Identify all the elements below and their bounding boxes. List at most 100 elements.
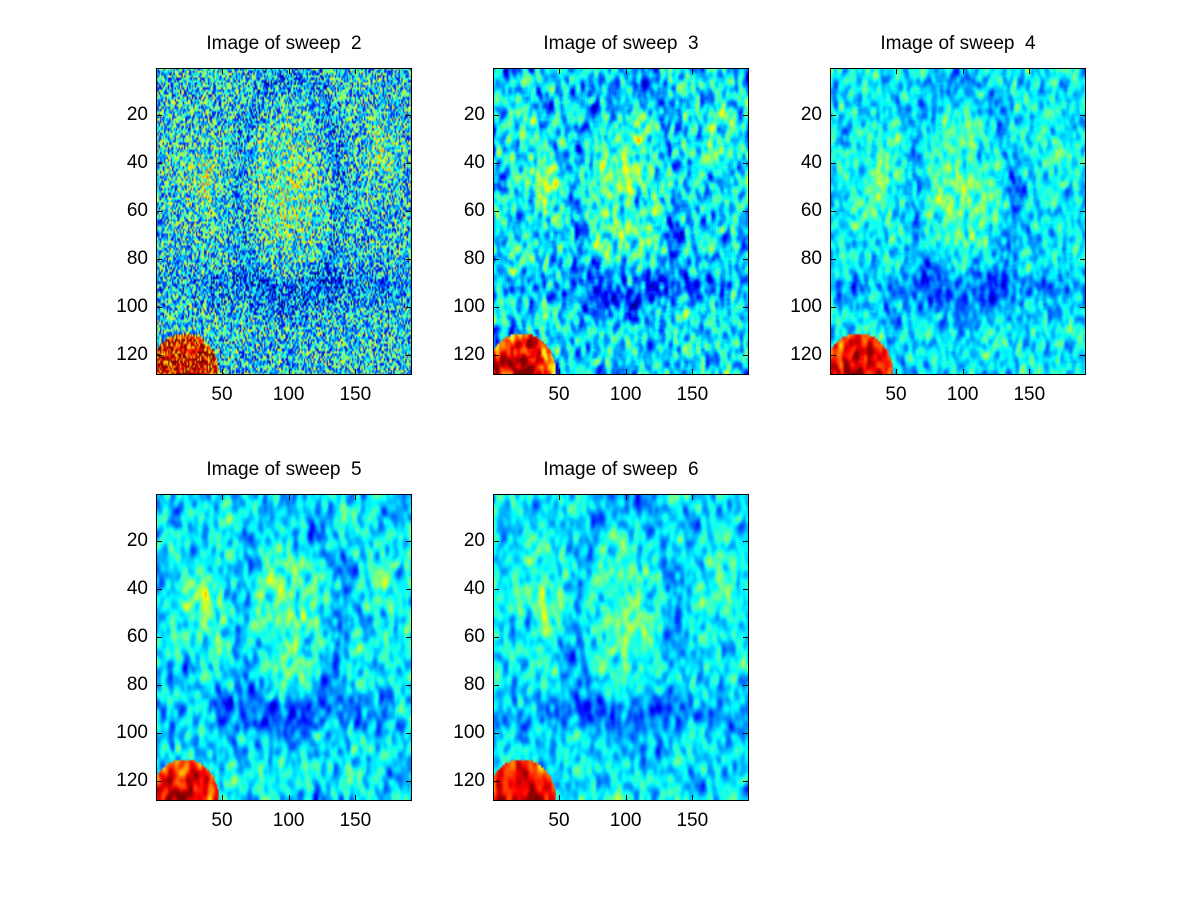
y-tick-label: 120 [116, 769, 148, 791]
y-tick-mark [157, 684, 162, 686]
y-tick-mark [157, 258, 162, 260]
y-tick-mark [494, 162, 499, 164]
y-tick-label: 20 [463, 103, 485, 125]
y-tick-mark [743, 780, 748, 782]
y-tick-mark [406, 540, 411, 542]
y-tick-label: 120 [116, 343, 148, 365]
y-tick-mark [406, 114, 411, 116]
x-tick-label: 50 [885, 384, 907, 405]
subplot-sweep-3: Image of sweep 3 20 40 60 80 100 120 50 100 150 [453, 33, 749, 405]
x-tick-label: 100 [946, 384, 979, 405]
x-tick-mark [559, 795, 560, 800]
y-tick-mark [1080, 114, 1085, 116]
x-tick-label: 150 [1013, 384, 1046, 405]
x-tick-mark [625, 69, 627, 74]
x-tick-mark [559, 369, 560, 374]
y-tick-label: 100 [116, 295, 148, 317]
heatmap-image [493, 494, 749, 801]
x-tick-label: 150 [676, 810, 709, 831]
subplot-title: Image of sweep 2 [206, 33, 362, 54]
axes-frame [830, 68, 1086, 375]
y-tick-label: 120 [453, 769, 485, 791]
y-tick-mark [406, 306, 411, 308]
subplot-title: Image of sweep 5 [206, 459, 362, 480]
y-tick-mark [406, 354, 411, 356]
y-tick-mark [831, 306, 836, 308]
y-tick-label: 100 [453, 295, 485, 317]
y-tick-mark [406, 162, 411, 164]
x-tick-mark [692, 495, 694, 500]
axes-frame [156, 68, 412, 375]
plot-area [156, 494, 412, 801]
plot-area [156, 68, 412, 375]
y-tick-mark [157, 636, 162, 638]
y-tick-mark [1080, 258, 1085, 260]
x-tick-label: 50 [548, 384, 570, 405]
x-tick-mark [355, 69, 357, 74]
y-tick-mark [743, 258, 748, 260]
y-tick-mark [494, 540, 499, 542]
y-tick-label: 40 [463, 577, 485, 599]
axes-frame [156, 494, 412, 801]
y-tick-mark [831, 162, 836, 164]
y-tick-mark [1080, 162, 1085, 164]
heatmap-image [493, 68, 749, 375]
y-tick-mark [157, 210, 162, 212]
y-tick-mark [157, 306, 162, 308]
axes-frame [493, 68, 749, 375]
x-tick-mark [222, 369, 223, 374]
y-tick-mark [406, 732, 411, 734]
y-tick-mark [406, 780, 411, 782]
y-tick-mark [831, 258, 836, 260]
y-tick-label: 120 [790, 343, 822, 365]
y-tick-mark [494, 354, 499, 356]
y-tick-label: 80 [463, 247, 485, 269]
y-tick-mark [831, 210, 836, 212]
y-tick-mark [494, 732, 499, 734]
y-tick-label: 40 [800, 151, 822, 173]
x-tick-mark [222, 495, 223, 500]
y-tick-label: 40 [126, 577, 148, 599]
x-tick-mark [355, 369, 357, 374]
y-tick-label: 100 [116, 721, 148, 743]
y-tick-mark [494, 684, 499, 686]
y-tick-label: 100 [790, 295, 822, 317]
x-tick-mark [625, 795, 627, 800]
plot-area [493, 494, 749, 801]
x-tick-mark [692, 69, 694, 74]
y-tick-mark [1080, 306, 1085, 308]
y-tick-mark [494, 210, 499, 212]
x-tick-label: 50 [211, 810, 233, 831]
x-tick-label: 100 [609, 810, 642, 831]
y-tick-mark [743, 684, 748, 686]
y-tick-label: 100 [453, 721, 485, 743]
heatmap-image [830, 68, 1086, 375]
y-tick-mark [743, 210, 748, 212]
x-tick-label: 150 [676, 384, 709, 405]
y-tick-label: 20 [463, 529, 485, 551]
x-tick-mark [1029, 69, 1031, 74]
x-tick-label: 150 [339, 384, 372, 405]
x-tick-mark [222, 795, 223, 800]
y-tick-label: 20 [126, 103, 148, 125]
subplot-sweep-5: Image of sweep 5 20 40 60 80 100 120 50 100 150 [116, 459, 412, 831]
subplot-title: Image of sweep 3 [543, 33, 699, 54]
x-tick-mark [559, 495, 560, 500]
x-tick-mark [288, 69, 290, 74]
y-tick-mark [157, 114, 162, 116]
subplot-title: Image of sweep 4 [880, 33, 1036, 54]
heatmap-image [156, 68, 412, 375]
x-tick-mark [692, 795, 694, 800]
x-tick-mark [962, 369, 964, 374]
y-tick-label: 60 [800, 199, 822, 221]
x-tick-mark [896, 369, 897, 374]
y-tick-mark [831, 114, 836, 116]
y-tick-mark [1080, 354, 1085, 356]
y-tick-mark [494, 114, 499, 116]
y-tick-mark [743, 354, 748, 356]
y-tick-mark [157, 354, 162, 356]
subplot-sweep-4: Image of sweep 4 20 40 60 80 100 120 50 100 150 [790, 33, 1086, 405]
y-tick-mark [157, 588, 162, 590]
y-tick-mark [743, 114, 748, 116]
y-tick-mark [406, 258, 411, 260]
